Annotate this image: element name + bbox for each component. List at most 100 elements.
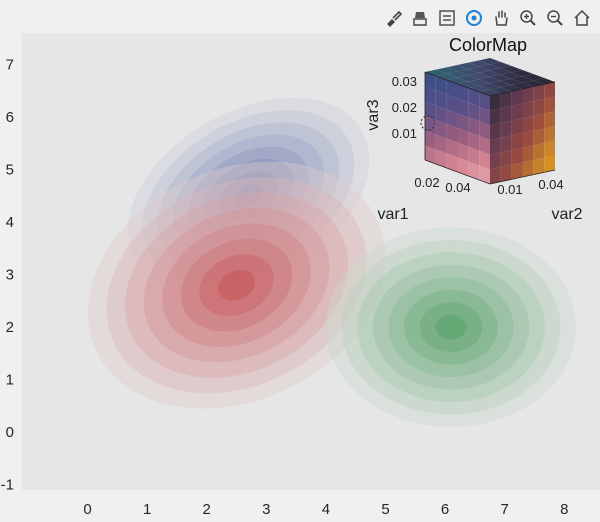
- cube-right-cell: [522, 101, 534, 119]
- cube-top-cell: [425, 69, 447, 76]
- cube-left-cell: [468, 146, 480, 166]
- var3-tick-label: 0.01: [392, 126, 417, 141]
- contour-level: [106, 177, 367, 394]
- cube-right-cell: [522, 160, 534, 177]
- rotation-cursor-icon: [420, 115, 436, 131]
- colormap-cube[interactable]: [424, 58, 556, 185]
- cube-left-cell: [446, 124, 458, 143]
- contour-level: [143, 207, 330, 363]
- contour-level: [404, 289, 498, 365]
- contour-level: [142, 110, 355, 282]
- cube-left-cell: [425, 130, 436, 150]
- cube-right-cell: [500, 150, 512, 167]
- cube-top-cell: [457, 69, 480, 76]
- cube-top-cell: [468, 79, 490, 86]
- cube-top-cell: [490, 87, 512, 94]
- cube-right-cell: [544, 126, 555, 143]
- x-axis-ticks: 0 1 2 3 4 5 6 7 8: [83, 501, 568, 518]
- cube-left-cell: [479, 92, 490, 111]
- contour-level: [199, 254, 274, 317]
- contour-level: [325, 227, 577, 427]
- cube-right-cell: [490, 137, 501, 155]
- var3-tick-label: 0.02: [392, 100, 417, 115]
- x-tick-label: 6: [441, 501, 449, 518]
- home-icon[interactable]: [569, 6, 594, 30]
- cube-right-cell: [511, 103, 523, 121]
- contour-blob: [325, 227, 577, 427]
- cube-left-cell: [446, 109, 458, 128]
- y-tick-label: -1: [1, 477, 14, 494]
- cube-right-cell: [500, 164, 512, 182]
- cube-top-cell: [446, 77, 469, 84]
- cube-right-cell: [511, 147, 523, 165]
- contour-level: [233, 183, 264, 209]
- x-tick-label: 1: [143, 501, 151, 518]
- y-tick-label: 3: [6, 267, 14, 284]
- var3-axis-label: var3: [365, 99, 382, 130]
- brush-icon[interactable]: [380, 6, 405, 30]
- cube-right-cell: [500, 120, 512, 138]
- cube-right-cell: [533, 143, 545, 160]
- cube-right-cell: [544, 155, 555, 173]
- cube-right-cell: [522, 145, 534, 163]
- cube-left-cell: [446, 138, 458, 158]
- cube-left-cell: [479, 121, 490, 140]
- y-tick-label: 6: [6, 109, 14, 126]
- cube-left-cell: [446, 153, 458, 172]
- figure-toolbar: [380, 5, 594, 31]
- contour-level: [187, 146, 309, 245]
- var2-tick-label: 0.01: [497, 182, 522, 197]
- contour-level: [357, 252, 545, 403]
- cube-top-cell: [468, 73, 490, 80]
- cube-left-cell: [479, 106, 490, 126]
- cube-left-cell: [479, 150, 490, 170]
- colormap-ticks: 0.01 0.02 0.03 0.02 0.04 0.01 0.04: [392, 74, 564, 197]
- cube-top-cell: [479, 83, 501, 90]
- contour-level: [203, 159, 294, 233]
- cube-left-cell: [435, 76, 447, 95]
- cube-right-cell: [511, 89, 523, 106]
- zoom-out-icon[interactable]: [542, 6, 567, 30]
- cube-right-cell: [533, 99, 545, 116]
- cube-left-cell: [457, 113, 469, 132]
- cube-left-cell: [435, 105, 447, 124]
- cube-top-cell: [479, 58, 501, 65]
- cube-left-cell: [457, 128, 469, 147]
- var1-tick-label: 0.02: [414, 175, 439, 190]
- cube-right-cell: [500, 91, 512, 109]
- cube-left-cell: [446, 80, 458, 99]
- legend-icon[interactable]: [434, 6, 459, 30]
- var1-axis-label: var1: [377, 206, 408, 223]
- contour-level: [419, 302, 483, 353]
- cube-top-cell: [500, 78, 523, 85]
- rotate3d-icon[interactable]: [461, 6, 486, 30]
- contour-level: [157, 122, 340, 270]
- cube-top-cell: [479, 77, 501, 84]
- cube-left-cell: [425, 72, 436, 91]
- cube-left-cell: [435, 149, 447, 168]
- contour-level: [388, 277, 514, 378]
- cube-left-cell: [425, 145, 436, 164]
- paint-icon[interactable]: [407, 6, 432, 30]
- cube-top-cell: [522, 74, 545, 81]
- cube-right-cell: [511, 118, 523, 136]
- cube-left-cell: [435, 134, 447, 154]
- x-tick-label: 2: [203, 501, 211, 518]
- cube-top-cell: [490, 62, 512, 69]
- zoom-in-icon[interactable]: [515, 6, 540, 30]
- cube-left-cell: [446, 94, 458, 114]
- contour-level: [435, 314, 467, 340]
- colormap-cube-inset: ColorMap 0.01 0.02 0.03 0.02 0.04 0.01 0.04 va…: [365, 35, 583, 223]
- cube-top-cell: [468, 60, 490, 67]
- pan-hand-icon[interactable]: [488, 6, 513, 30]
- contour-level: [172, 134, 325, 258]
- cube-right-cell: [522, 116, 534, 133]
- cube-top-cell: [490, 81, 512, 88]
- cube-right-cell: [544, 96, 555, 114]
- contour-blob: [87, 161, 386, 409]
- contour-level: [125, 192, 349, 378]
- cube-top-cell: [446, 71, 469, 78]
- contour-level: [341, 239, 561, 415]
- cube-right-cell: [490, 167, 501, 184]
